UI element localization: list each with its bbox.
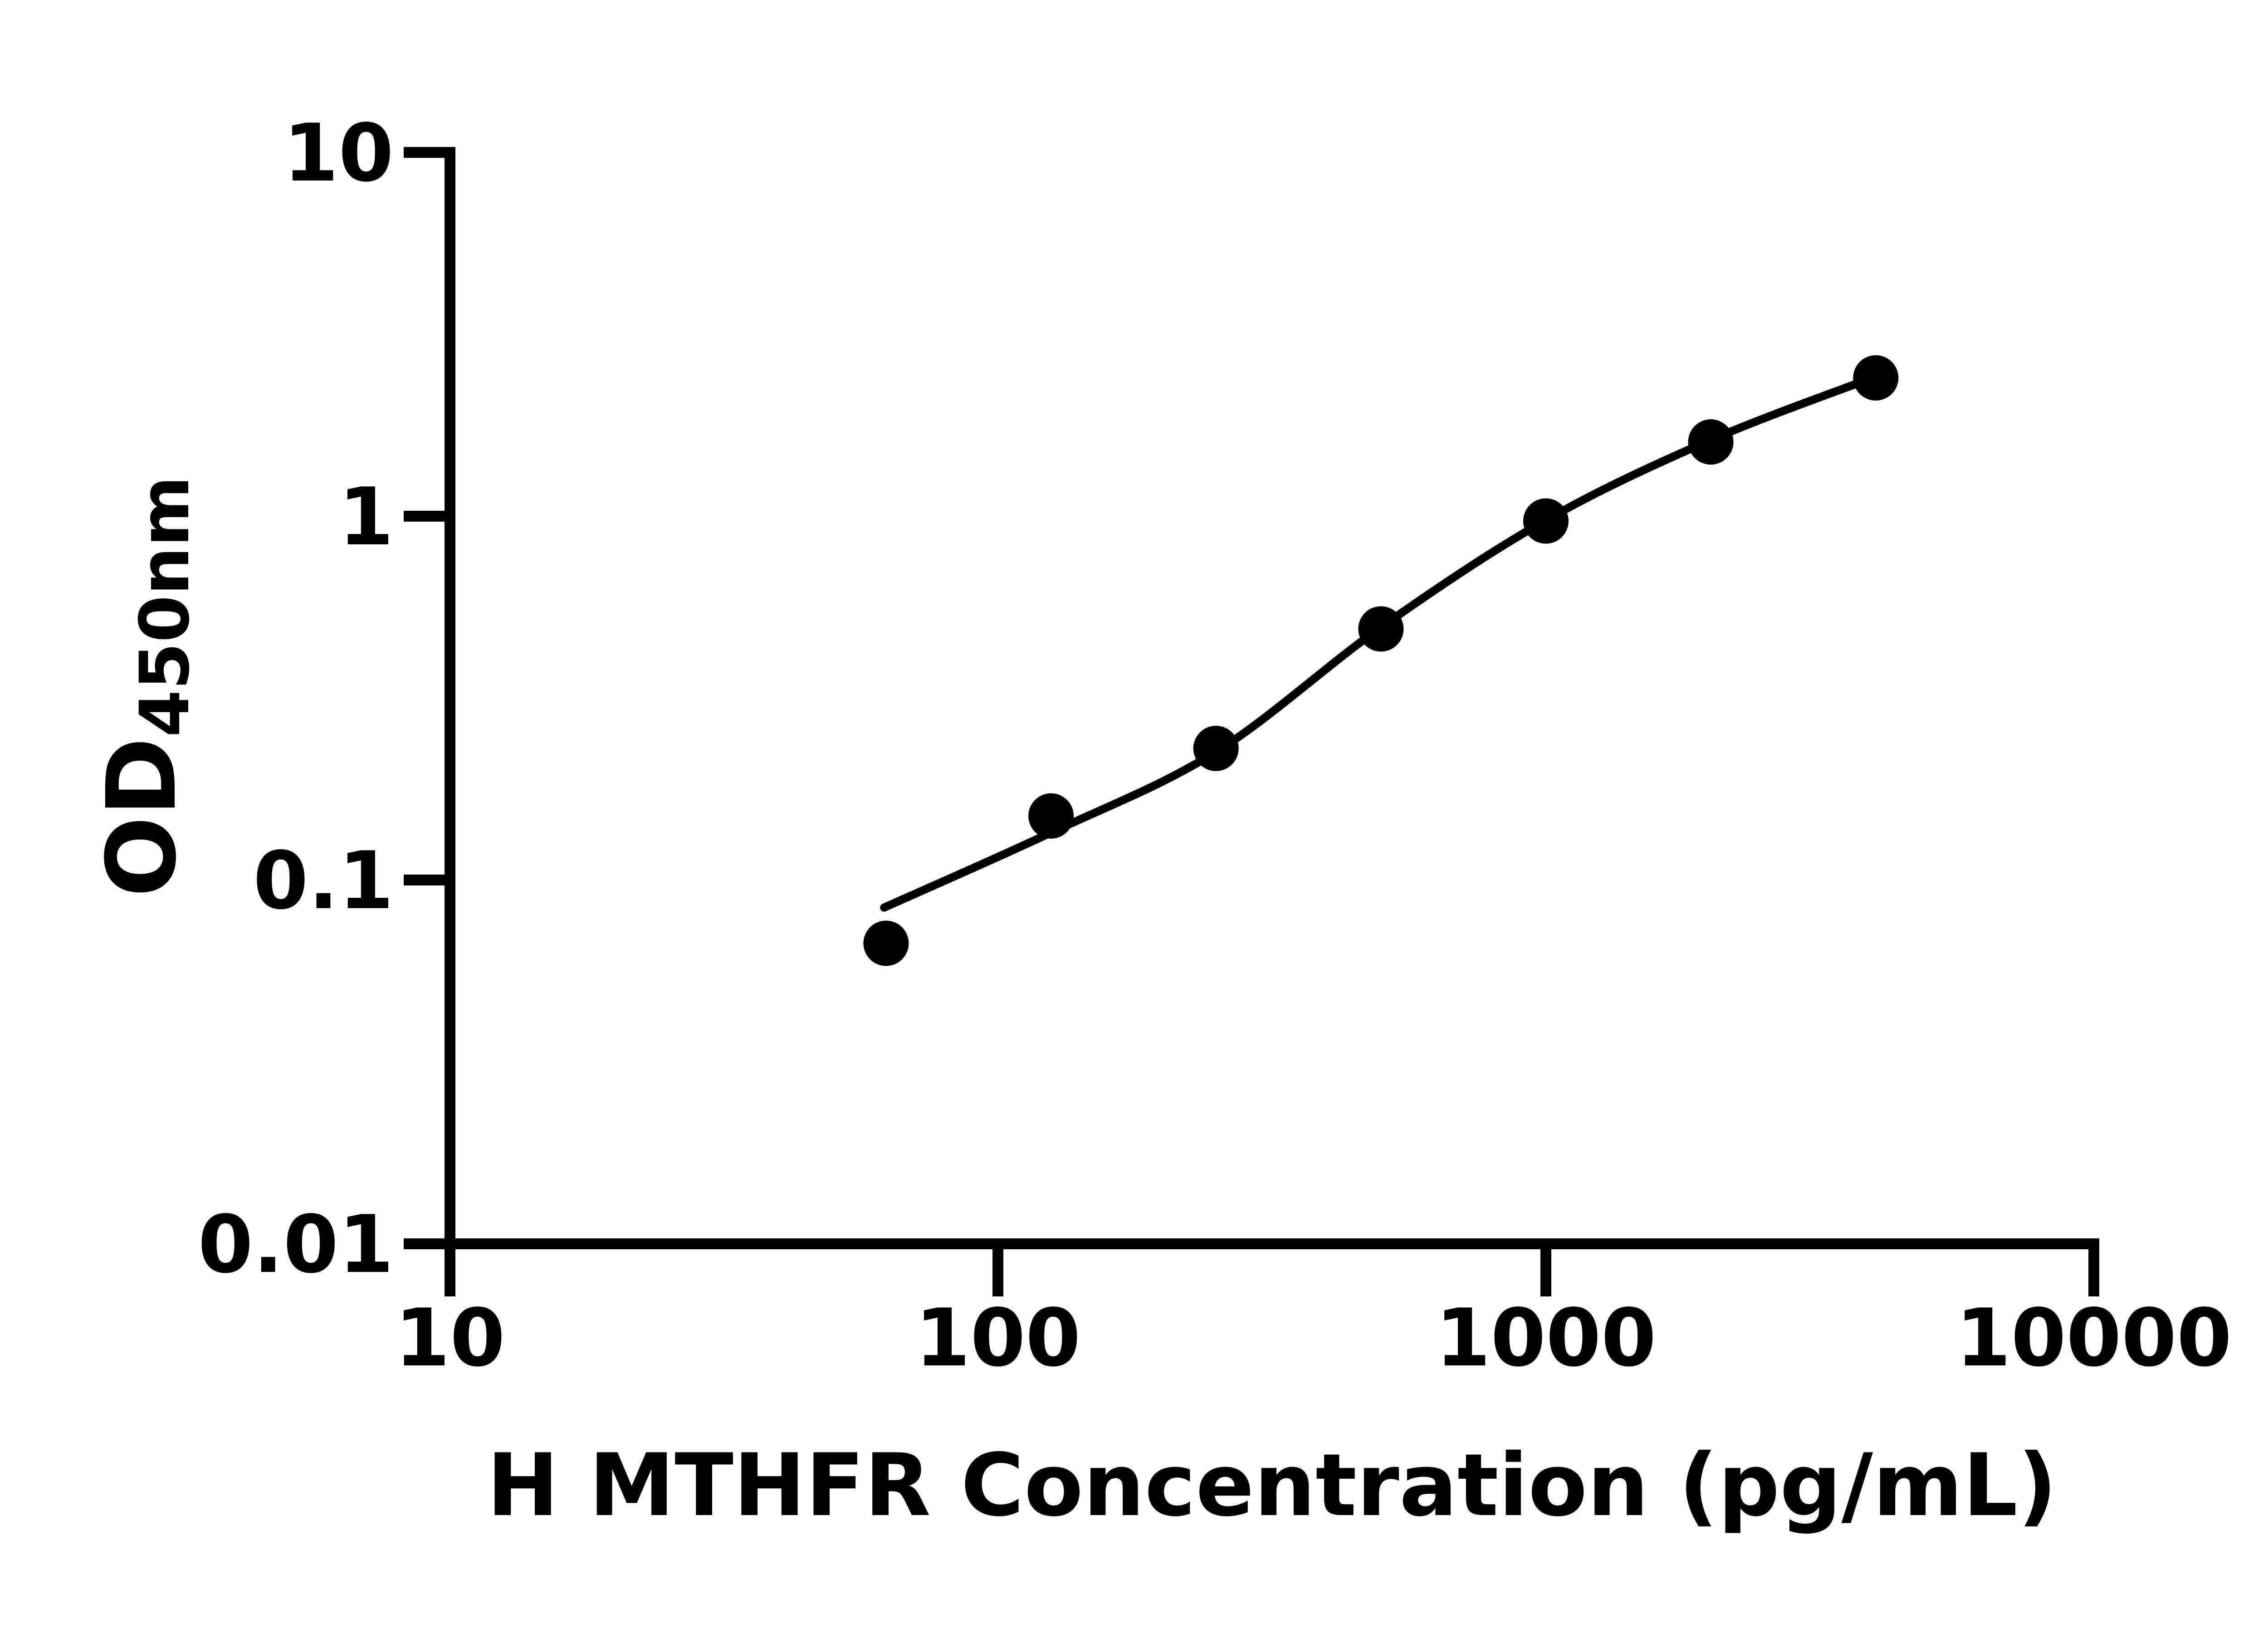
y-tick-label: 10 bbox=[283, 108, 394, 200]
data-points-group bbox=[863, 355, 1899, 966]
x-tick-labels: 10 100 1000 10000 bbox=[395, 1292, 2232, 1384]
x-tick-label: 1000 bbox=[1435, 1292, 1656, 1384]
x-axis-ticks bbox=[445, 1238, 2099, 1296]
data-point-marker bbox=[1193, 725, 1239, 771]
x-tick-label: 100 bbox=[915, 1292, 1080, 1384]
data-point-marker bbox=[1853, 355, 1899, 401]
y-axis-title: OD450nm bbox=[86, 476, 205, 897]
data-point-marker bbox=[1028, 793, 1074, 839]
data-point-marker bbox=[1688, 419, 1734, 465]
y-axis-title-base: OD bbox=[86, 737, 197, 897]
y-tick-labels: 10 1 0.1 0.01 bbox=[198, 108, 394, 1291]
x-axis-title: H MTHFR Concentration (pg/mL) bbox=[487, 1435, 2057, 1535]
data-point-marker bbox=[1523, 498, 1569, 544]
data-point-marker bbox=[863, 920, 909, 966]
x-tick-label: 10000 bbox=[1956, 1292, 2232, 1384]
y-axis-title-subscript: 450nm bbox=[126, 476, 205, 737]
y-tick-label: 0.01 bbox=[198, 1199, 394, 1291]
x-tick-label: 10 bbox=[395, 1292, 505, 1384]
y-tick-label: 0.1 bbox=[253, 835, 394, 927]
y-tick-label: 1 bbox=[338, 471, 394, 563]
data-point-marker bbox=[1358, 606, 1404, 652]
axes bbox=[404, 147, 2099, 1249]
